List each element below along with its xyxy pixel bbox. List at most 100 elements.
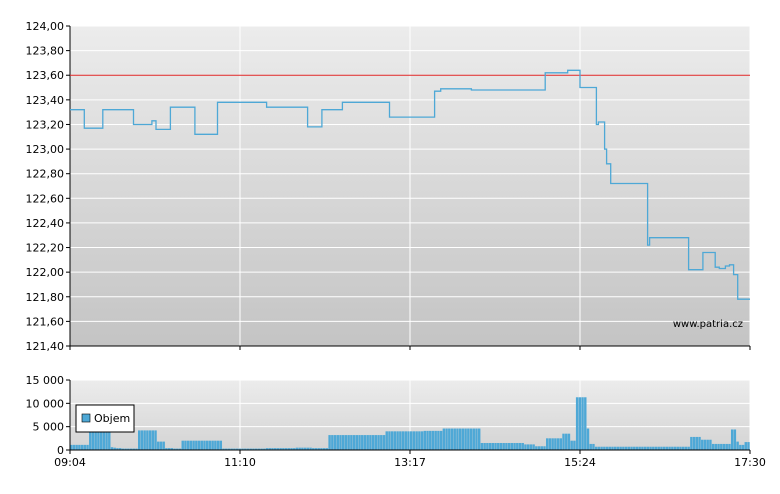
volume-bar: [102, 425, 106, 450]
volume-bar: [91, 425, 95, 450]
volume-bar: [230, 448, 233, 450]
volume-bar: [662, 446, 666, 450]
volume-bar: [741, 444, 745, 450]
volume-bar: [682, 446, 685, 450]
volume-bar: [535, 446, 538, 450]
volume-bar: [94, 425, 97, 450]
volume-bar: [703, 439, 707, 450]
volume-bar: [551, 438, 554, 450]
volume-bar: [344, 435, 348, 450]
price-ytick-label: 122,80: [26, 168, 65, 181]
volume-bar: [170, 448, 174, 450]
volume-bar: [290, 448, 293, 450]
volume-bar: [622, 446, 625, 450]
volume-bar: [575, 397, 579, 450]
volume-bar: [396, 431, 399, 450]
volume-bar: [494, 443, 497, 450]
volume-bar: [279, 448, 282, 450]
price-series-line: [70, 69, 750, 300]
volume-bar: [736, 441, 739, 450]
volume-bar: [388, 431, 391, 450]
volume-bar: [480, 443, 484, 450]
volume-bar: [744, 442, 747, 450]
volume-panel: 15 000 10 000 5 000 009:04 11:10 13:17 15:24 17…: [26, 374, 766, 469]
volume-ytick-label: 0: [57, 444, 64, 457]
volume-bar: [526, 444, 530, 450]
volume-bar: [244, 448, 247, 450]
volume-ytick-label: 10 000: [26, 397, 65, 410]
x-tick-label: 17:30: [734, 456, 766, 469]
volume-bar: [404, 431, 407, 450]
price-ytick-label: 121,60: [26, 315, 65, 328]
volume-bar: [271, 448, 274, 450]
volume-bar: [690, 436, 693, 450]
volume-bar: [105, 425, 108, 450]
volume-bar: [301, 447, 304, 450]
volume-bar: [369, 435, 372, 450]
volume-bar: [276, 448, 280, 450]
volume-bar: [322, 448, 326, 450]
volume-bar: [225, 448, 228, 450]
volume-bar: [605, 446, 609, 450]
volume-bar: [486, 443, 489, 450]
volume-bar: [148, 430, 152, 450]
volume-bar: [510, 443, 514, 450]
volume-bar: [401, 431, 405, 450]
volume-bar: [611, 446, 614, 450]
volume-bar: [730, 429, 734, 450]
volume-bar: [118, 448, 122, 450]
volume-bar: [679, 446, 682, 450]
volume-bar: [499, 443, 503, 450]
volume-bar: [303, 447, 307, 450]
volume-bar: [505, 443, 508, 450]
volume-bar: [265, 448, 269, 450]
volume-bar: [246, 448, 250, 450]
volume-bar: [426, 430, 429, 450]
price-ytick-label: 124,00: [26, 20, 65, 33]
volume-bar: [692, 436, 696, 450]
volume-bar: [358, 435, 361, 450]
volume-bar: [184, 440, 187, 450]
volume-bar: [393, 431, 397, 450]
price-ytick-label: 121,40: [26, 340, 65, 353]
volume-bar: [173, 448, 176, 450]
volume-bar: [747, 442, 750, 450]
volume-bar: [589, 443, 592, 450]
volume-bar: [540, 446, 543, 450]
volume-bar: [263, 448, 266, 450]
legend-box: [75, 404, 135, 433]
volume-bar: [162, 441, 165, 450]
volume-bar: [222, 448, 225, 450]
volume-bar: [516, 443, 519, 450]
volume-bar: [165, 448, 168, 450]
volume-ytick-label: 5 000: [33, 421, 65, 434]
volume-bar: [287, 448, 291, 450]
volume-bar: [78, 444, 81, 450]
volume-bar: [371, 435, 375, 450]
price-panel: 124,00 123,80 123,60 123,40 123,20 123,00 122,…: [26, 20, 751, 353]
volume-bar: [113, 447, 116, 450]
volume-bar: [151, 430, 155, 450]
volume-bar: [181, 440, 184, 450]
volume-bar: [684, 446, 688, 450]
volume-bar: [518, 443, 522, 450]
volume-bar: [157, 441, 160, 450]
volume-bar: [687, 446, 690, 450]
volume-bar: [603, 446, 606, 450]
volume-bar: [556, 438, 560, 450]
volume-bar: [407, 431, 410, 450]
volume-bar: [532, 444, 535, 450]
volume-bar: [491, 443, 495, 450]
volume-bar: [478, 428, 481, 450]
volume-bar: [178, 448, 182, 450]
legend-swatch: [81, 413, 91, 423]
volume-bar: [633, 446, 636, 450]
volume-bar: [453, 428, 456, 450]
volume-bar: [641, 446, 644, 450]
x-tick-label: 15:24: [564, 456, 596, 469]
volume-bar: [219, 440, 223, 450]
volume-bar: [200, 440, 203, 450]
volume-bar: [497, 443, 500, 450]
volume-bar: [206, 440, 209, 450]
volume-bar: [429, 430, 432, 450]
